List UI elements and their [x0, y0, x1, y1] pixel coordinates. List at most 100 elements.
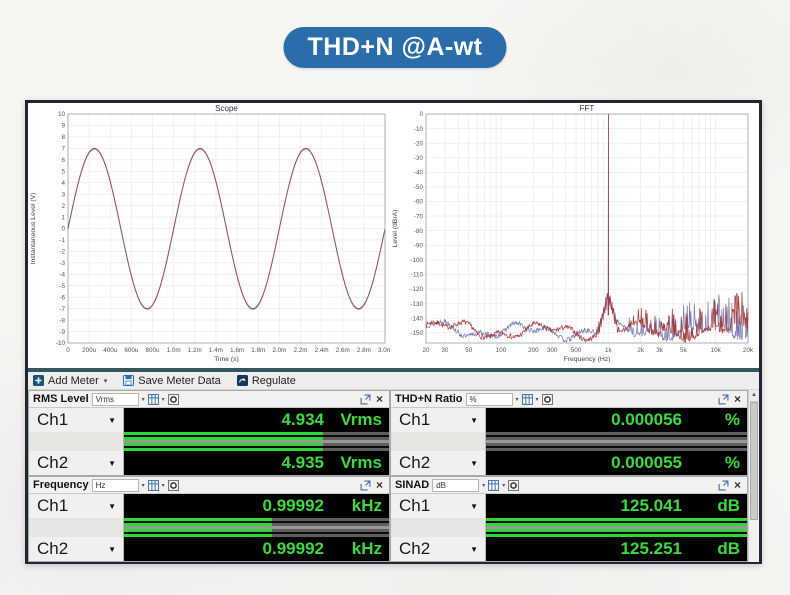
svg-text:2.6m: 2.6m [336, 347, 350, 354]
settings-icon[interactable] [167, 393, 179, 405]
svg-text:FFT: FFT [580, 104, 595, 113]
channel-row: Ch2 ▼ 0.000055% [391, 451, 747, 475]
display-mode-icon[interactable] [147, 393, 159, 405]
chevron-down-icon: ▼ [108, 415, 116, 425]
chevron-down-icon[interactable]: ▾ [482, 482, 486, 489]
svg-text:1.4m: 1.4m [209, 347, 223, 354]
svg-text:1: 1 [61, 214, 65, 221]
popout-icon[interactable] [360, 394, 371, 405]
chevron-down-icon[interactable]: ▾ [141, 482, 145, 489]
channel-row: Ch2 ▼ 0.99992 kHz [29, 537, 389, 561]
meter-panel-frequency: Frequency Hz ▾ ▾ × Ch1 ▼ 0.99992 kHz [28, 476, 390, 562]
svg-text:-10: -10 [414, 126, 424, 133]
svg-text:3k: 3k [656, 347, 664, 354]
bars-left-gutter [391, 432, 486, 451]
splitter-bar[interactable] [28, 368, 759, 372]
channel-selector[interactable]: Ch1 ▼ [29, 408, 124, 432]
svg-text:800u: 800u [146, 347, 161, 354]
close-meter-icon[interactable]: × [733, 477, 741, 492]
unit-selector[interactable]: Hz [91, 478, 139, 492]
svg-text:Scope: Scope [215, 104, 238, 113]
add-meter-button[interactable]: Add Meter ▾ [33, 375, 107, 387]
reading-value: 0.000056 [611, 410, 682, 429]
close-meter-icon[interactable]: × [733, 391, 741, 406]
channel-name: Ch2 [37, 539, 69, 558]
svg-text:-110: -110 [411, 272, 424, 279]
channel-selector[interactable]: Ch1 ▼ [391, 494, 486, 518]
svg-text:2: 2 [61, 203, 65, 210]
popout-icon[interactable] [718, 480, 729, 491]
close-meter-icon[interactable]: × [375, 391, 383, 406]
meter-header: THD+N Ratio % ▾ ▾ × [391, 391, 747, 408]
display-mode-icon[interactable] [521, 393, 533, 405]
bar-graph [486, 432, 747, 451]
svg-text:-140: -140 [410, 315, 423, 322]
svg-text:1.2m: 1.2m [188, 347, 202, 354]
reading-value: 4.934 [281, 410, 324, 429]
svg-text:200u: 200u [82, 347, 97, 354]
channel-selector[interactable]: Ch2 ▼ [391, 451, 486, 475]
scroll-up-icon[interactable]: ▲ [749, 390, 759, 402]
meter-panel-sinad: SINAD dB ▾ ▾ × Ch1 ▼ 125.041 dB [390, 476, 748, 562]
settings-icon[interactable] [541, 393, 553, 405]
scope-chart[interactable]: Scope 10 9 8 7 6 5 4 3 2 1 0 -1 -2 -3 -4 -5 -6 -7 -8 -9 -10 0 2… [28, 103, 390, 368]
close-meter-icon[interactable]: × [375, 477, 383, 492]
svg-text:2.8m: 2.8m [357, 347, 371, 354]
channel-selector[interactable]: Ch1 ▼ [29, 494, 124, 518]
channel-selector[interactable]: Ch2 ▼ [29, 537, 124, 561]
reading-unit: kHz [351, 496, 382, 515]
svg-text:0: 0 [419, 111, 423, 118]
channel-name: Ch2 [399, 453, 431, 472]
chevron-down-icon[interactable]: ▾ [502, 482, 506, 489]
channel-name: Ch2 [399, 539, 431, 558]
channel-name: Ch2 [37, 453, 69, 472]
svg-text:-1: -1 [59, 237, 65, 244]
svg-text:200: 200 [528, 347, 539, 354]
chevron-down-icon[interactable]: ▾ [161, 482, 165, 489]
chevron-down-icon: ▾ [103, 377, 108, 385]
chevron-down-icon[interactable]: ▾ [535, 396, 539, 403]
settings-icon[interactable] [508, 479, 520, 491]
channel-selector[interactable]: Ch1 ▼ [391, 408, 486, 432]
svg-text:-7: -7 [59, 306, 65, 313]
settings-icon[interactable] [167, 479, 179, 491]
svg-text:-50: -50 [414, 184, 424, 191]
unit-selector[interactable]: Vrms [91, 392, 139, 406]
svg-text:Level (dBrA): Level (dBrA) [392, 210, 399, 248]
channel-selector[interactable]: Ch2 ▼ [391, 537, 486, 561]
bar-graph [124, 518, 389, 537]
reading-value: 0.99992 [262, 496, 324, 515]
popout-icon[interactable] [360, 480, 371, 491]
svg-text:3: 3 [61, 191, 65, 198]
reading-value: 0.000055 [611, 453, 682, 472]
fft-chart[interactable]: FFT 0 -10 -20 -30 -40 -50 -60 -70 -80 -90 -100 -110 -… [390, 103, 759, 368]
save-meter-data-button[interactable]: Save Meter Data [123, 375, 221, 387]
svg-text:-80: -80 [414, 228, 424, 235]
scrollbar-thumb[interactable] [750, 402, 758, 520]
svg-text:Frequency (Hz): Frequency (Hz) [564, 356, 611, 363]
reading-value: 0.99992 [262, 539, 324, 558]
meters-scrollbar[interactable]: ▲ [748, 390, 759, 562]
chevron-down-icon[interactable]: ▾ [161, 396, 165, 403]
display-mode-icon[interactable] [147, 479, 159, 491]
channel-reading: 0.99992 kHz [124, 537, 389, 561]
channel-selector[interactable]: Ch2 ▼ [29, 451, 124, 475]
bars-left-gutter [391, 518, 486, 537]
chevron-down-icon[interactable]: ▾ [515, 396, 519, 403]
popout-icon[interactable] [718, 394, 729, 405]
reading-unit: Vrms [340, 410, 382, 429]
svg-text:30: 30 [441, 347, 449, 354]
meter-title: RMS Level [33, 393, 89, 405]
unit-selector[interactable]: dB [432, 478, 480, 492]
svg-text:9: 9 [61, 123, 65, 130]
svg-text:4: 4 [61, 180, 65, 187]
save-icon [123, 375, 135, 386]
regulate-button[interactable]: Regulate [236, 375, 296, 387]
svg-text:Instantaneous Level (V): Instantaneous Level (V) [30, 193, 37, 265]
svg-text:-150: -150 [410, 330, 423, 337]
level-bars [391, 518, 747, 537]
unit-selector[interactable]: % [465, 392, 513, 406]
chevron-down-icon[interactable]: ▾ [141, 396, 145, 403]
display-mode-icon[interactable] [488, 479, 500, 491]
channel-row: Ch1 ▼ 4.934 Vrms [29, 408, 389, 432]
